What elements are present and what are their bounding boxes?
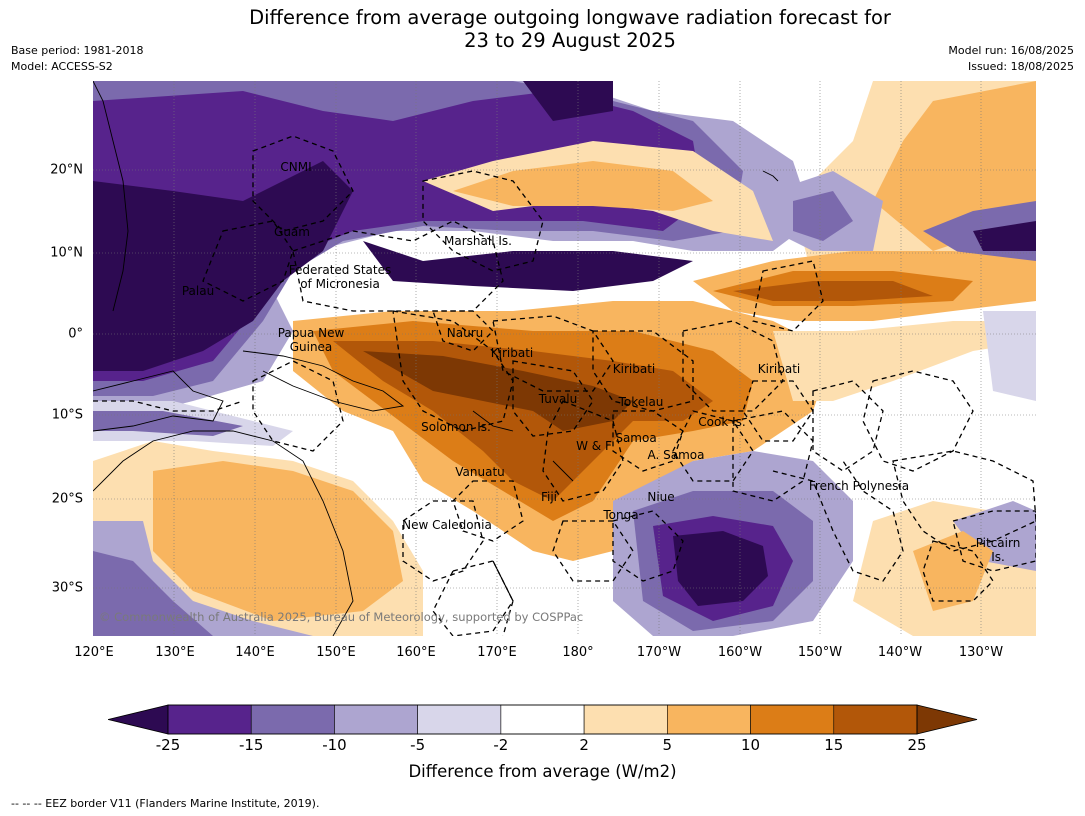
- colorbar-tick: -10: [322, 736, 347, 754]
- colorbar-bin: [500, 704, 585, 735]
- lon-label-160e: 160°E: [396, 645, 436, 660]
- label-new-caledonia: New Caledonia: [402, 518, 492, 532]
- colorbar-bin: [334, 704, 418, 735]
- colorbar-tick: 25: [907, 736, 927, 754]
- colorbar-tick: -2: [493, 736, 509, 754]
- eez-source-note: -- -- -- EEZ border V11 (Flanders Marine…: [11, 797, 320, 810]
- label-png: Papua New Guinea: [278, 326, 345, 354]
- colorbar: [108, 704, 978, 735]
- label-nauru: Nauru: [446, 326, 484, 340]
- label-solomon: Solomon Is.: [421, 420, 491, 434]
- base-period: Base period: 1981-2018: [11, 44, 144, 57]
- colorbar-label: Difference from average (W/m2): [408, 762, 677, 781]
- lat-label-30s: 30°S: [51, 580, 83, 596]
- label-tonga: Tonga: [603, 508, 639, 522]
- label-marshall: Marshall Is.: [444, 234, 512, 248]
- label-fsm-line2: of Micronesia: [300, 277, 380, 291]
- colorbar-tick: 5: [662, 736, 673, 754]
- lon-label-130w: 130°W: [958, 645, 1004, 660]
- label-pitcairn-line1: Pitcairn: [975, 536, 1021, 550]
- lat-label-10s: 10°S: [51, 407, 83, 423]
- colorbar-tick: 2: [579, 736, 589, 754]
- lon-label-170e: 170°E: [477, 645, 517, 660]
- colorbar-bin: [417, 704, 502, 735]
- issued-date: Issued: 18/08/2025: [967, 60, 1074, 73]
- lon-label-180: 180°: [562, 645, 594, 660]
- colorbar-bin: [750, 704, 835, 735]
- label-guam: Guam: [274, 225, 310, 239]
- colorbar-tick: -5: [410, 736, 426, 754]
- label-niue: Niue: [647, 490, 675, 504]
- label-kiribati-east: Kiribati: [757, 362, 801, 376]
- olr-anomaly-map: CNMI Guam Palau Marshall Is. Federated S…: [93, 81, 1036, 636]
- colorbar-tick: 10: [741, 736, 761, 754]
- map-title: Difference from average outgoing longwav…: [0, 6, 1085, 52]
- label-tokelau: Tokelau: [618, 395, 664, 409]
- label-samoa: Samoa: [615, 431, 657, 445]
- colorbar-tick: 15: [824, 736, 844, 754]
- label-french-polynesia: French Polynesia: [808, 479, 910, 493]
- colorbar-bin: [167, 704, 252, 735]
- label-kiribati-west: Kiribati: [490, 346, 534, 360]
- lon-label-160w: 160°W: [717, 645, 763, 660]
- label-png-line2: Guinea: [289, 340, 333, 354]
- colorbar-low-extend: [108, 704, 169, 735]
- lon-label-170w: 170°W: [636, 645, 682, 660]
- colorbar-bin: [583, 704, 668, 735]
- label-kiribati-central: Kiribati: [612, 362, 656, 376]
- lon-label-140w: 140°W: [877, 645, 923, 660]
- colorbar-high-extend: [916, 704, 978, 735]
- label-fsm-line1: Federated States: [288, 263, 392, 277]
- meta-right: Model run: 16/08/2025 Issued: 18/08/2025: [948, 43, 1074, 75]
- colorbar-bin: [833, 704, 918, 735]
- colorbar-tick: -15: [238, 736, 264, 754]
- anomaly-shading: [93, 81, 1036, 636]
- colorbar-tick: -25: [155, 736, 181, 754]
- lon-label-130e: 130°E: [155, 645, 195, 660]
- label-pitcairn: Pitcairn Is.: [976, 536, 1021, 564]
- label-asamoa: A. Samoa: [647, 448, 705, 462]
- label-png-line1: Papua New: [277, 326, 345, 340]
- label-cnmi: CNMI: [280, 160, 312, 174]
- label-vanuatu: Vanuatu: [455, 465, 505, 479]
- label-cook: Cook Is.: [698, 415, 746, 429]
- label-wf: W & F: [576, 439, 612, 453]
- lat-label-10n: 10°N: [50, 245, 83, 261]
- colorbar-bin: [667, 704, 751, 735]
- title-line-2: 23 to 29 August 2025: [464, 29, 676, 52]
- model-run: Model run: 16/08/2025: [948, 44, 1074, 57]
- lon-label-120e: 120°E: [74, 645, 114, 660]
- meta-left: Base period: 1981-2018 Model: ACCESS-S2: [11, 43, 143, 75]
- lat-label-0: 0°: [68, 326, 83, 342]
- lon-label-150e: 150°E: [316, 645, 356, 660]
- label-palau: Palau: [181, 284, 215, 298]
- model-name: Model: ACCESS-S2: [11, 60, 113, 73]
- label-fsm: Federated States of Micronesia: [289, 263, 391, 291]
- lat-label-20n: 20°N: [50, 162, 83, 178]
- lon-label-150w: 150°W: [797, 645, 843, 660]
- label-pitcairn-line2: Is.: [991, 550, 1005, 564]
- colorbar-bin: [250, 704, 335, 735]
- label-fiji: Fiji: [540, 490, 558, 504]
- lat-label-20s: 20°S: [51, 491, 83, 507]
- label-tuvalu: Tuvalu: [538, 392, 578, 406]
- lon-label-140e: 140°E: [235, 645, 275, 660]
- copyright-notice: © Commonwealth of Australia 2025, Bureau…: [99, 610, 584, 624]
- title-line-1: Difference from average outgoing longwav…: [249, 6, 891, 29]
